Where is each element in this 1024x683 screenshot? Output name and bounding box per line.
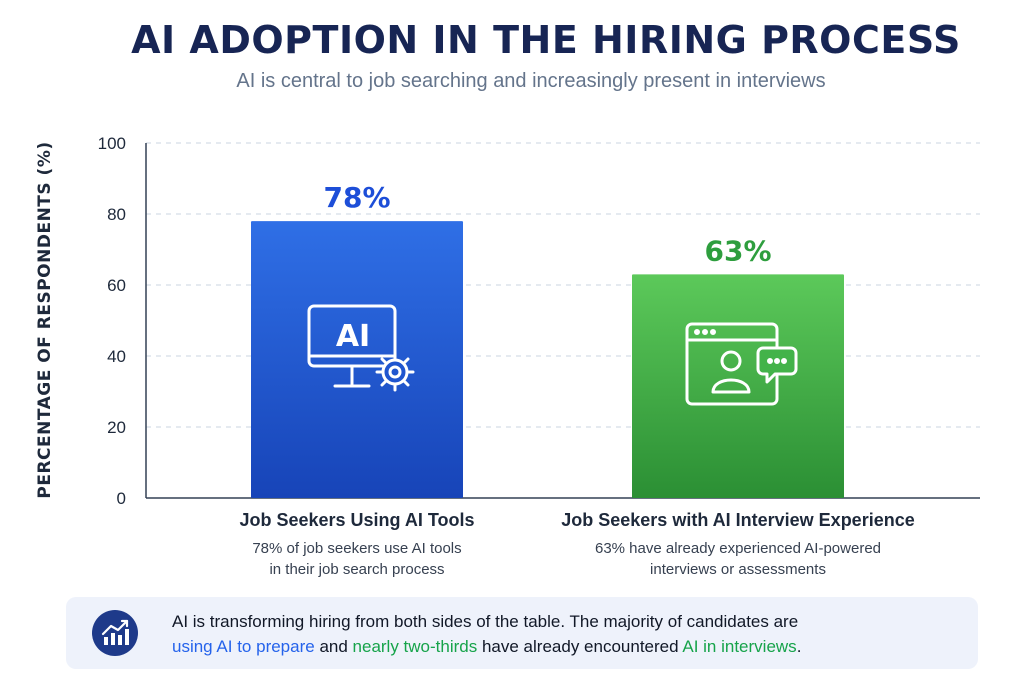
- callout-connector-2: have already encountered: [477, 637, 683, 656]
- chart-title: AI ADOPTION IN THE HIRING PROCESS: [131, 18, 961, 62]
- insight-callout: AI is transforming hiring from both side…: [66, 597, 978, 669]
- growth-chart-icon: [92, 610, 138, 656]
- bar-value-label: 78%: [323, 181, 390, 214]
- y-axis-ticks: 0 20 40 60 80 100: [98, 134, 126, 508]
- y-tick-label: 40: [107, 347, 126, 366]
- bar-2: [632, 274, 844, 498]
- chart-subtitle: AI is central to job searching and incre…: [236, 70, 826, 92]
- y-tick-label: 100: [98, 134, 126, 153]
- callout-highlight-two-thirds: nearly two-thirds: [352, 637, 478, 656]
- callout-text: AI is transforming hiring from both side…: [172, 609, 962, 659]
- callout-period: .: [796, 637, 802, 656]
- y-tick-label: 60: [107, 276, 126, 295]
- bars: [251, 221, 844, 498]
- category-label: Job Seekers with AI Interview Experience: [561, 510, 914, 530]
- callout-line-1: AI is transforming hiring from both side…: [172, 612, 799, 631]
- category-description: 78% of job seekers use AI tools: [252, 540, 461, 557]
- bar-chart: 0 20 40 60 80 100 PERCENTAGE OF RESPONDENTS (…: [35, 134, 980, 578]
- y-tick-label: 0: [117, 489, 126, 508]
- category-description: interviews or assessments: [650, 561, 826, 578]
- category-labels: 78% Job Seekers Using AI Tools 78% of job …: [239, 181, 914, 578]
- y-tick-label: 20: [107, 418, 126, 437]
- category-description: in their job search process: [269, 561, 444, 578]
- callout-highlight-ai-interviews: AI in interviews: [682, 637, 797, 656]
- ai-monitor-gear-icon: AI: [307, 304, 415, 392]
- svg-text:AI: AI: [336, 319, 370, 354]
- y-axis-label: PERCENTAGE OF RESPONDENTS (%): [35, 141, 55, 498]
- category-description: 63% have already experienced AI-powered: [595, 540, 881, 557]
- bar-1: [251, 221, 463, 498]
- y-tick-label: 80: [107, 205, 126, 224]
- category-label: Job Seekers Using AI Tools: [239, 510, 474, 530]
- video-interview-chat-icon: [685, 322, 798, 406]
- callout-connector-1: and: [314, 637, 353, 656]
- bar-value-label: 63%: [704, 234, 771, 267]
- callout-highlight-using-ai: using AI to prepare: [172, 637, 315, 656]
